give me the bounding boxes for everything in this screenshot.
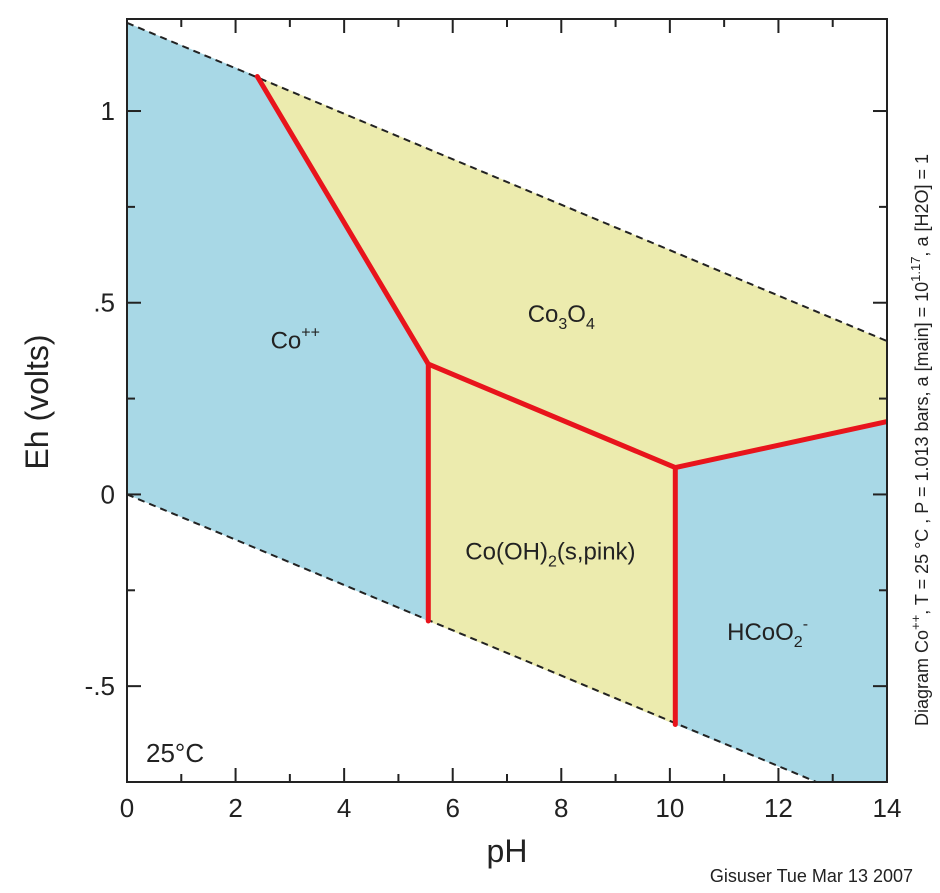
x-tick-label: 12 xyxy=(764,793,793,823)
note-part-2: , T = 25 °C , P = 1.013 bars, a [main] =… xyxy=(912,282,932,615)
label-base: (s,pink) xyxy=(557,539,636,566)
x-tick-label: 2 xyxy=(228,793,242,823)
note-part-1: Diagram Co xyxy=(912,630,932,726)
label-sub: 3 xyxy=(558,316,567,333)
label-base: Co(OH) xyxy=(465,539,548,566)
label-sub: 2 xyxy=(548,554,557,571)
credit-line: Gisuser Tue Mar 13 2007 xyxy=(710,866,913,886)
x-tick-label: 10 xyxy=(655,793,684,823)
x-axis-label: pH xyxy=(487,833,528,869)
label-base: Co xyxy=(271,328,302,355)
y-tick-label: 1 xyxy=(101,96,115,126)
label-base: Co xyxy=(528,301,559,328)
phase-boundary-line xyxy=(254,74,431,367)
x-tick-label: 8 xyxy=(554,793,568,823)
y-tick-label: 0 xyxy=(101,479,115,509)
water-stability-lines xyxy=(127,21,887,782)
stability-regions xyxy=(127,22,887,782)
phase-boundary-line xyxy=(672,419,887,471)
x-tick-label: 0 xyxy=(120,793,134,823)
y-tick-label: -.5 xyxy=(85,671,115,701)
temperature-label: 25°C xyxy=(146,738,204,768)
y-axis-label: Eh (volts) xyxy=(19,334,55,469)
x-tick-label: 4 xyxy=(337,793,351,823)
note-sup-1: ++ xyxy=(908,615,923,630)
y-tick-label: .5 xyxy=(93,288,115,318)
phase-boundaries xyxy=(254,74,887,727)
axis-ticks: 0 2 4 6 8 10 12 14 -.5 0 .5 1 xyxy=(85,19,902,823)
region-label-co-oh-2-s-pink: Co(OH)2(s,pink) xyxy=(465,539,635,571)
region-co xyxy=(127,22,429,622)
region-label-co3o4: Co3O4 xyxy=(528,301,595,333)
region-co3o4 xyxy=(257,76,887,468)
label-sup: ++ xyxy=(301,325,320,342)
diagram-conditions-note: Diagram Co++, T = 25 °C , P = 1.013 bars… xyxy=(908,154,932,726)
x-tick-label: 6 xyxy=(445,793,459,823)
region-co-oh-2-s-pink xyxy=(428,364,676,725)
label-sup: - xyxy=(803,616,808,633)
note-sup-2: 1.17 xyxy=(908,257,923,282)
phase-boundary-line xyxy=(425,361,678,471)
label-base: HCoO xyxy=(727,619,794,646)
region-hcoo2 xyxy=(675,421,887,782)
water-limit-upper-line xyxy=(127,21,887,342)
label-base: O xyxy=(567,301,586,328)
label-sub: 4 xyxy=(586,316,595,333)
water-limit-lower-line xyxy=(127,493,817,782)
region-label-hcoo2: HCoO2- xyxy=(727,616,808,651)
x-tick-label: 14 xyxy=(873,793,902,823)
label-sub: 2 xyxy=(794,634,803,651)
region-label-co: Co++ xyxy=(271,325,320,355)
note-part-3: , a [H2O] = 1 xyxy=(912,154,932,257)
